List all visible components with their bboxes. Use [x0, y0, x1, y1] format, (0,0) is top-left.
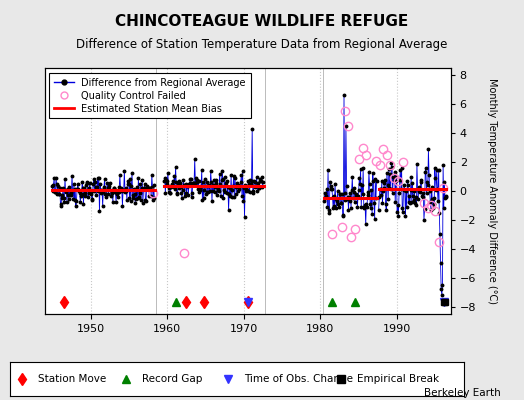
- Y-axis label: Monthly Temperature Anomaly Difference (°C): Monthly Temperature Anomaly Difference (…: [487, 78, 497, 304]
- Text: Difference of Station Temperature Data from Regional Average: Difference of Station Temperature Data f…: [77, 38, 447, 51]
- Text: Record Gap: Record Gap: [142, 374, 202, 384]
- Text: CHINCOTEAGUE WILDLIFE REFUGE: CHINCOTEAGUE WILDLIFE REFUGE: [115, 14, 409, 29]
- Text: Empirical Break: Empirical Break: [357, 374, 439, 384]
- Text: Berkeley Earth: Berkeley Earth: [424, 388, 500, 398]
- Text: Time of Obs. Change: Time of Obs. Change: [244, 374, 353, 384]
- Legend: Difference from Regional Average, Quality Control Failed, Estimated Station Mean: Difference from Regional Average, Qualit…: [49, 73, 251, 118]
- Text: Station Move: Station Move: [38, 374, 106, 384]
